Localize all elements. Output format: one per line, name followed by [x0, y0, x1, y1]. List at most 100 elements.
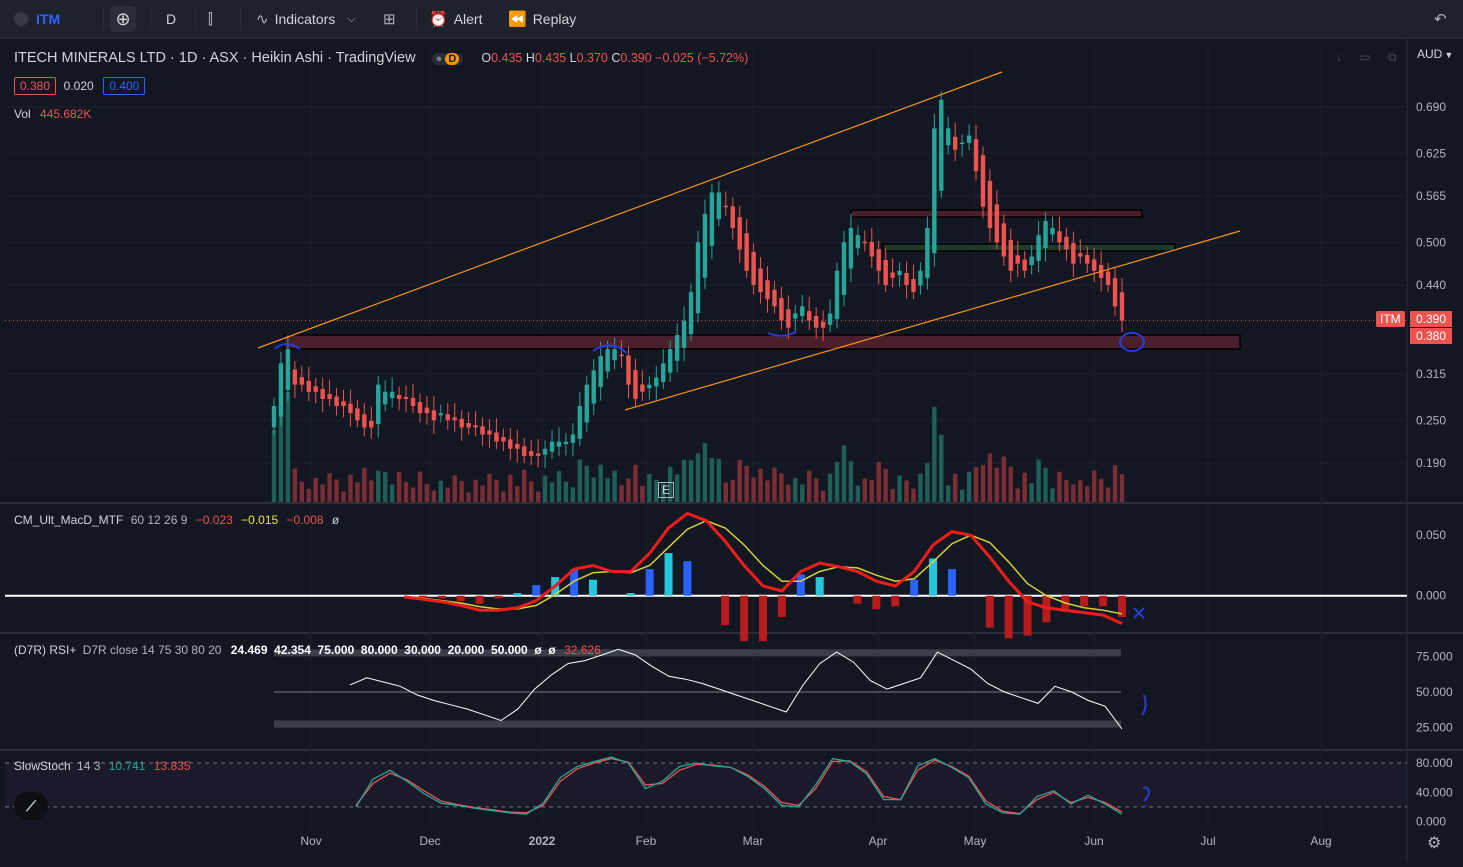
- macd-histogram-bar: [570, 569, 579, 596]
- ask-value[interactable]: 0.400: [103, 77, 146, 95]
- settings-gear-icon[interactable]: ⚙: [1427, 835, 1442, 852]
- volume-bar: [383, 471, 388, 502]
- candle-body: [528, 451, 534, 456]
- macd-histogram-bar: [475, 595, 484, 604]
- divider: [195, 8, 196, 30]
- candle-body: [570, 434, 576, 443]
- volume-bar: [1064, 479, 1069, 502]
- candle-body: [772, 289, 777, 307]
- chevron-down-icon: ▼: [1444, 50, 1454, 60]
- level-price-tag: 0.380: [1410, 328, 1453, 344]
- time-tick-label: Feb: [636, 834, 657, 848]
- candle-body: [897, 270, 902, 276]
- stoch-tick-label: 0.000: [1416, 815, 1446, 829]
- candle-body: [452, 417, 457, 421]
- candle-body: [674, 334, 680, 361]
- volume-bar: [515, 486, 520, 502]
- volume-bar: [883, 468, 888, 502]
- volume-bar: [563, 481, 569, 502]
- candle-body: [709, 192, 715, 246]
- volume-bar: [577, 459, 583, 502]
- currency-value: AUD: [1417, 47, 1443, 61]
- alert-button[interactable]: ⏰ Alert: [429, 0, 482, 38]
- replay-button[interactable]: ⏪ Replay: [508, 0, 576, 38]
- volume-bar: [528, 481, 534, 502]
- volume-bar: [522, 469, 527, 502]
- candle-body: [501, 437, 506, 442]
- volume-bar: [702, 443, 708, 502]
- maximize-icon[interactable]: ▭: [1359, 50, 1371, 64]
- candle-body: [556, 441, 562, 447]
- macd-histogram-bar: [664, 553, 673, 596]
- candle-body: [431, 410, 437, 421]
- volume-bar: [396, 471, 402, 502]
- volume-bar: [1105, 487, 1111, 502]
- fullscreen-icon[interactable]: ⧉: [1388, 50, 1397, 64]
- open-value: 0.435: [491, 51, 523, 65]
- macd-value-1: −0.023: [195, 513, 233, 527]
- channel-upper-line: [257, 71, 1003, 349]
- drawings-front: [257, 71, 1241, 411]
- bid-value[interactable]: 0.380: [14, 77, 57, 95]
- volume-bar: [1015, 488, 1020, 502]
- candle-body: [744, 233, 749, 271]
- candle-body: [939, 99, 944, 191]
- volume-bar: [869, 479, 874, 502]
- macd-histogram-bar: [626, 593, 635, 596]
- earnings-marker[interactable]: E: [658, 482, 675, 498]
- price-tick-label: 0.690: [1416, 100, 1446, 114]
- volume-bar: [1085, 486, 1090, 502]
- candle-body: [577, 406, 583, 439]
- last-price-tag: 0.390: [1410, 311, 1453, 327]
- indicators-button[interactable]: ∿ Indicators ⌵: [256, 0, 362, 38]
- candle-body: [417, 401, 423, 414]
- candle-body: [271, 406, 277, 428]
- volume-bar: [654, 480, 659, 502]
- candle-body: [633, 370, 638, 399]
- candle-body: [807, 311, 812, 321]
- candle-body: [549, 441, 555, 452]
- volume-bar: [758, 468, 763, 502]
- chart-type-button[interactable]: ⫿: [208, 0, 219, 38]
- candle-body: [438, 413, 444, 416]
- macd-histogram-bar: [929, 558, 938, 596]
- chart-area[interactable]: 0.690 0.625 0.565 0.500 0.440 0.315 0.250 0.190…: [0, 39, 1463, 862]
- compare-button[interactable]: ⊕: [110, 0, 136, 38]
- support-zone-green: [882, 243, 1176, 252]
- candle-body: [591, 370, 596, 404]
- chart-canvas[interactable]: 0.690 0.625 0.565 0.500 0.440 0.315 0.250 0.190…: [0, 39, 1463, 862]
- candle-body: [383, 391, 388, 405]
- move-down-icon[interactable]: ↓: [1336, 50, 1342, 64]
- candle-body: [751, 252, 756, 285]
- candle-body: [396, 394, 402, 399]
- ink-arc: [767, 331, 797, 337]
- candle-body: [584, 384, 589, 423]
- candle-body: [306, 380, 311, 392]
- time-tick-label: Aug: [1310, 834, 1331, 848]
- macd-legend: CM_Ult_MacD_MTF 60 12 26 9 −0.023 −0.015…: [14, 513, 339, 527]
- candle-body: [827, 313, 833, 325]
- rsi-oversold-band: [274, 720, 1121, 728]
- templates-button[interactable]: ⊞: [383, 0, 402, 38]
- candle-body: [285, 349, 291, 391]
- volume-bar: [1098, 478, 1104, 502]
- volume-bar: [466, 492, 471, 502]
- top-toolbar: ITM ⊕ D ⫿ ∿ Indicators ⌵ ⊞ ⏰ Alert ⏪ Rep…: [0, 0, 1463, 39]
- heikin-badge[interactable]: ● D: [431, 53, 464, 65]
- currency-label[interactable]: AUD ▼: [1417, 47, 1453, 61]
- tradingview-logo-icon[interactable]: ⟋: [14, 792, 48, 820]
- time-axis: Nov Dec 2022 Feb Mar Apr May Jun Jul Aug: [300, 834, 1331, 848]
- candle-body: [494, 432, 499, 442]
- alert-label: Alert: [453, 11, 483, 27]
- volume-bar: [570, 487, 576, 502]
- interval-button[interactable]: D: [166, 0, 176, 38]
- volume-bar: [1029, 483, 1034, 502]
- time-tick-label: Mar: [743, 834, 764, 848]
- undo-button[interactable]: ↶: [1434, 0, 1453, 38]
- vol-value: 445.682K: [40, 107, 92, 121]
- macd-histogram-bar: [494, 595, 503, 599]
- volume-bar: [598, 464, 603, 502]
- candle-body: [1085, 254, 1090, 264]
- candle-body: [487, 430, 492, 435]
- symbol-search-button[interactable]: ITM: [14, 0, 60, 38]
